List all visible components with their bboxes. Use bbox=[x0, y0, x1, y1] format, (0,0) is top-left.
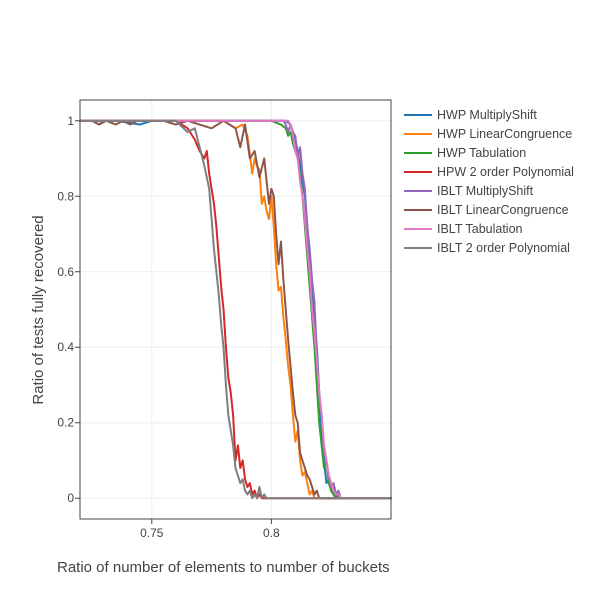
legend-item[interactable]: HPW 2 order Polynomial bbox=[404, 165, 574, 179]
legend-label: IBLT Tabulation bbox=[437, 222, 523, 236]
legend-label: IBLT MultiplyShift bbox=[437, 184, 534, 198]
legend-item[interactable]: HWP MultiplyShift bbox=[404, 108, 537, 122]
legend-item[interactable]: IBLT MultiplyShift bbox=[404, 184, 534, 198]
y-tick-label: 0.6 bbox=[57, 265, 74, 279]
legend-label: IBLT 2 order Polynomial bbox=[437, 241, 570, 255]
legend-label: HWP Tabulation bbox=[437, 146, 526, 160]
x-axis-title: Ratio of number of elements to number of… bbox=[57, 559, 390, 576]
x-tick-label: 0.8 bbox=[263, 526, 280, 540]
y-axis-title: Ratio of tests fully recovered bbox=[30, 215, 47, 404]
legend-label: HPW 2 order Polynomial bbox=[437, 165, 574, 179]
gridlines bbox=[80, 100, 391, 519]
series-line-4 bbox=[79, 119, 392, 500]
legend-label: IBLT LinearCongruence bbox=[437, 203, 569, 217]
y-tick-label: 1 bbox=[67, 114, 74, 128]
legend-item[interactable]: IBLT Tabulation bbox=[404, 222, 523, 236]
series-line-8 bbox=[79, 119, 392, 500]
legend-item[interactable]: HWP LinearCongruence bbox=[404, 127, 572, 141]
legend-item[interactable]: HWP Tabulation bbox=[404, 146, 526, 160]
legend-item[interactable]: IBLT 2 order Polynomial bbox=[404, 241, 570, 255]
legend-item[interactable]: IBLT LinearCongruence bbox=[404, 203, 569, 217]
legend-label: HWP MultiplyShift bbox=[437, 108, 537, 122]
y-tick-label: 0 bbox=[67, 491, 74, 505]
y-tick-label: 0.4 bbox=[57, 340, 74, 354]
y-tick-label: 0.2 bbox=[57, 416, 74, 430]
legend-label: HWP LinearCongruence bbox=[437, 127, 572, 141]
y-tick-label: 0.8 bbox=[57, 189, 74, 203]
series-lines bbox=[79, 119, 392, 500]
axes: 0.75 0.8 0 0.2 0.4 0.6 0.8 1 bbox=[57, 99, 392, 540]
x-tick-label: 0.75 bbox=[140, 526, 164, 540]
series-line-7 bbox=[79, 119, 392, 500]
plot-frame bbox=[79, 99, 392, 520]
legend[interactable]: HWP MultiplyShift HWP LinearCongruence HWP… bbox=[404, 108, 574, 255]
